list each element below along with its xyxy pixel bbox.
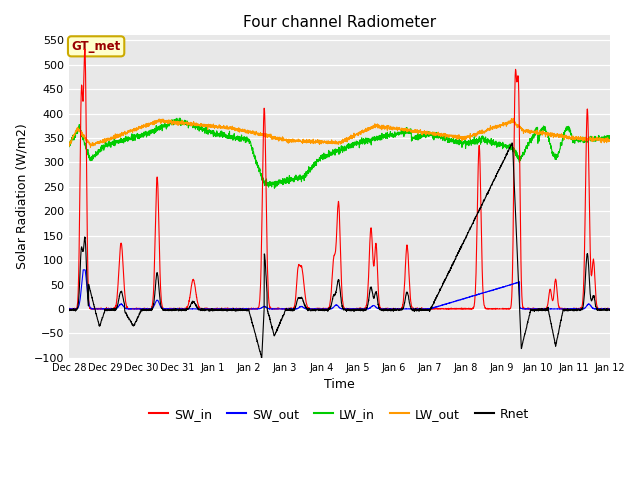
Title: Four channel Radiometer: Four channel Radiometer (243, 15, 436, 30)
Y-axis label: Solar Radiation (W/m2): Solar Radiation (W/m2) (15, 124, 28, 269)
X-axis label: Time: Time (324, 378, 355, 391)
Text: GT_met: GT_met (72, 40, 121, 53)
Legend: SW_in, SW_out, LW_in, LW_out, Rnet: SW_in, SW_out, LW_in, LW_out, Rnet (144, 403, 534, 426)
